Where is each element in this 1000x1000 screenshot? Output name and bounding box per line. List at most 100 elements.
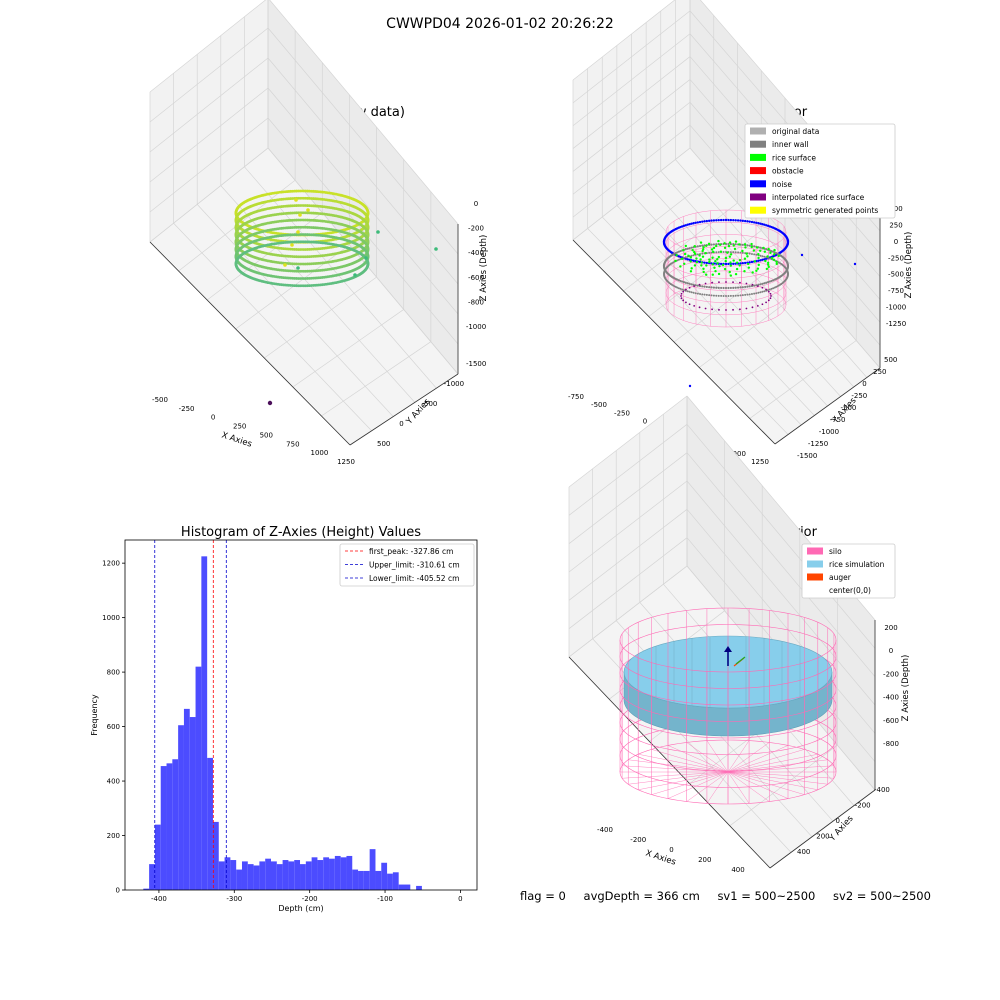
inner-wall-point: [715, 286, 718, 289]
rice-surface-point: [753, 260, 757, 263]
rice-surface-point: [775, 260, 778, 263]
rice-surface-point: [728, 241, 732, 244]
left-wall-gridline: [572, 33, 691, 126]
rice-surface-point: [733, 247, 737, 251]
z-tick-label: -500: [888, 271, 904, 279]
z-axis-label: Z Axies (Depth): [479, 235, 489, 302]
rice-surface-point: [772, 258, 776, 261]
rice-surface-point: [738, 259, 742, 262]
rice-surface-point: [711, 263, 715, 266]
inner-wall-point: [722, 251, 725, 254]
rice-surface-point: [735, 267, 739, 271]
inner-wall-point: [684, 248, 687, 251]
back-wall-gridline: [267, 27, 459, 255]
rice-surface-point: [714, 244, 718, 248]
rice-surface-point: [717, 255, 721, 259]
y-tick-label: 0: [116, 887, 120, 895]
inner-wall-point: [701, 285, 704, 288]
rice-surface-point: [693, 264, 697, 267]
noise-point: [748, 220, 751, 223]
noise-point: [734, 219, 737, 222]
silo-floor-spoke: [686, 742, 729, 773]
rice-surface-point: [734, 272, 738, 276]
raw-point: [366, 239, 370, 243]
noise-point: [750, 220, 754, 224]
rice-surface-point: [705, 264, 708, 267]
inner-wall-point: [753, 253, 756, 256]
rice-surface-point: [679, 265, 682, 268]
inner-wall-point: [761, 290, 764, 293]
z-tick-label: -1000: [466, 323, 486, 331]
inner-wall-point: [694, 284, 697, 287]
histogram-bar: [311, 857, 318, 890]
left-wall-gridline: [568, 395, 688, 488]
histogram-bar: [294, 860, 301, 890]
z-tick-label: -250: [888, 254, 904, 262]
interpolated-point: [770, 295, 772, 297]
rice-surface-point: [684, 244, 688, 248]
noise-point: [800, 253, 804, 257]
noise-point: [707, 219, 711, 223]
legend-swatch: [807, 560, 823, 568]
y-tick-label: -500: [422, 400, 438, 408]
inner-wall-point: [741, 243, 744, 246]
floor-gridline: [264, 276, 377, 359]
legend-swatch: [750, 180, 766, 188]
inner-wall-point: [727, 294, 730, 297]
noise-point: [761, 223, 764, 226]
x-tick-label: -200: [302, 895, 318, 903]
inner-wall-point: [724, 286, 728, 290]
left-wall-gridline: [149, 0, 267, 93]
rice-surface-point: [738, 243, 741, 246]
inner-wall-point: [708, 294, 711, 297]
inner-wall-point: [734, 243, 737, 246]
noise-point: [743, 261, 747, 265]
z-tick-label: -200: [883, 670, 899, 678]
inner-wall-point: [727, 286, 730, 290]
inner-wall-point: [741, 251, 744, 254]
interpolated-point: [704, 282, 707, 285]
rice-surface-point: [746, 255, 749, 258]
rice-surface-point: [775, 262, 778, 266]
rice-surface-point: [704, 273, 708, 276]
x-tick-label: -750: [568, 393, 584, 401]
histogram-bar: [288, 861, 295, 890]
z-axis-label: Z Axies (Depth): [901, 655, 911, 722]
interpolated-point: [756, 285, 759, 288]
rice-surface-point: [716, 262, 719, 265]
interpolated-point: [688, 303, 691, 306]
inner-wall-point: [734, 251, 737, 254]
histogram-bar: [358, 870, 364, 890]
noise-point: [710, 219, 713, 222]
inner-wall-point: [692, 291, 695, 294]
y-tick-label: 200: [107, 832, 120, 840]
rice-surface-point: [755, 269, 758, 272]
inner-wall-point: [701, 252, 704, 255]
back-wall-gridline: [686, 509, 876, 734]
z-tick-label: -200: [468, 225, 484, 233]
interpolated-point: [698, 306, 701, 309]
histogram-bar: [305, 861, 312, 890]
noise-point: [715, 219, 718, 222]
silo-floor-spoke: [667, 745, 729, 773]
raw-outlier-point: [296, 230, 300, 234]
noise-point: [722, 218, 725, 222]
floor-gridline: [220, 185, 416, 403]
rice-surface-point: [741, 249, 744, 253]
x-tick-label: 500: [260, 431, 273, 439]
interpolated-point: [718, 308, 720, 311]
noise-point: [755, 221, 758, 225]
rice-surface-point: [708, 260, 711, 264]
histogram-bar: [178, 725, 184, 890]
silo-floor-spoke: [727, 771, 828, 785]
left-wall-gridline: [572, 102, 691, 195]
rice-surface-point: [751, 271, 754, 274]
raw-point: [366, 254, 370, 258]
inner-wall-point: [688, 282, 691, 285]
histogram-bar: [323, 857, 330, 890]
floor-gridline: [631, 193, 828, 407]
x-tick-label: 250: [233, 423, 246, 431]
noise-point: [705, 261, 709, 265]
inner-wall-point: [699, 292, 702, 295]
raw-outlier-point: [364, 256, 368, 260]
